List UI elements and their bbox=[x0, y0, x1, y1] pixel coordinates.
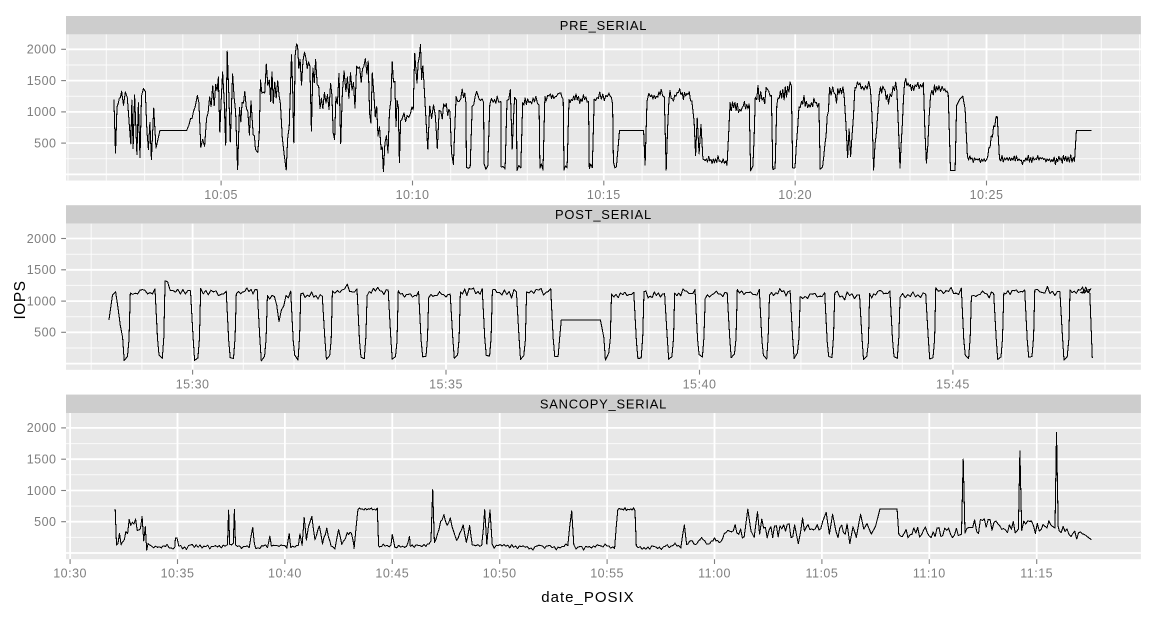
svg-text:11:05: 11:05 bbox=[805, 567, 838, 581]
svg-text:10:10: 10:10 bbox=[396, 188, 430, 202]
svg-text:1000: 1000 bbox=[27, 294, 57, 308]
svg-text:SANCOPY_SERIAL: SANCOPY_SERIAL bbox=[540, 396, 667, 411]
svg-text:15:35: 15:35 bbox=[429, 377, 463, 391]
svg-text:10:55: 10:55 bbox=[590, 567, 624, 581]
svg-text:2000: 2000 bbox=[27, 43, 57, 57]
svg-text:1500: 1500 bbox=[27, 74, 57, 88]
svg-text:2000: 2000 bbox=[27, 421, 57, 435]
svg-text:1000: 1000 bbox=[27, 105, 57, 119]
svg-text:500: 500 bbox=[34, 515, 56, 529]
svg-text:1500: 1500 bbox=[27, 263, 57, 277]
svg-text:500: 500 bbox=[34, 136, 56, 150]
svg-text:11:15: 11:15 bbox=[1020, 567, 1053, 581]
svg-text:10:05: 10:05 bbox=[204, 188, 238, 202]
svg-text:date_POSIX: date_POSIX bbox=[541, 589, 634, 606]
svg-text:10:20: 10:20 bbox=[778, 188, 812, 202]
svg-text:10:45: 10:45 bbox=[375, 567, 409, 581]
svg-text:15:30: 15:30 bbox=[176, 377, 210, 391]
svg-text:POST_SERIAL: POST_SERIAL bbox=[555, 207, 652, 222]
svg-text:10:25: 10:25 bbox=[970, 188, 1004, 202]
svg-text:15:40: 15:40 bbox=[683, 377, 717, 391]
svg-text:10:40: 10:40 bbox=[268, 567, 302, 581]
svg-text:1500: 1500 bbox=[27, 453, 57, 467]
svg-text:10:15: 10:15 bbox=[587, 188, 621, 202]
svg-text:10:35: 10:35 bbox=[161, 567, 195, 581]
svg-text:IOPS: IOPS bbox=[12, 280, 29, 319]
svg-text:1000: 1000 bbox=[27, 484, 57, 498]
svg-text:11:00: 11:00 bbox=[698, 567, 731, 581]
svg-text:PRE_SERIAL: PRE_SERIAL bbox=[560, 18, 648, 33]
svg-text:500: 500 bbox=[34, 326, 56, 340]
svg-text:15:45: 15:45 bbox=[936, 377, 970, 391]
svg-text:2000: 2000 bbox=[27, 232, 57, 246]
svg-text:10:30: 10:30 bbox=[53, 567, 87, 581]
svg-text:11:10: 11:10 bbox=[913, 567, 946, 581]
svg-text:10:50: 10:50 bbox=[483, 567, 517, 581]
